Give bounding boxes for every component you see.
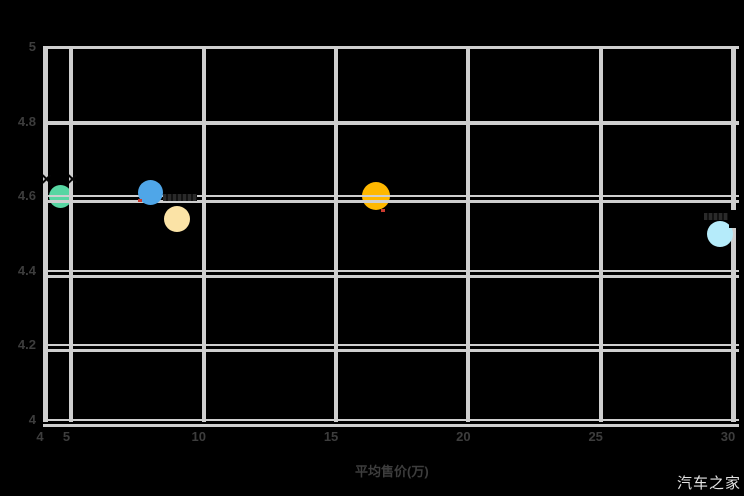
gridline-horizontal-thin <box>43 195 739 198</box>
plot-border-vertical <box>730 47 736 422</box>
y-axis-tick-label: 4 <box>28 412 36 427</box>
x-axis-tick-label: 10 <box>191 429 206 444</box>
data-point-2[interactable] <box>138 179 164 205</box>
data-point-5[interactable] <box>706 220 733 247</box>
x-axis-tick-label: 30 <box>720 429 736 444</box>
gridline-vertical <box>598 47 603 422</box>
gridline-horizontal-thin <box>43 419 739 421</box>
border-gap-mark <box>729 210 740 228</box>
watermark-autohome: 汽车之家 <box>676 475 741 492</box>
gridline-vertical <box>334 47 339 422</box>
gridline-vertical <box>466 47 471 422</box>
x-axis-tick-label: 5 <box>62 429 71 444</box>
break-cross-mark <box>41 173 52 184</box>
gridline-horizontal <box>43 120 739 125</box>
y-axis-tick-label: 4.2 <box>17 337 36 353</box>
gridline-horizontal-thick <box>43 274 739 278</box>
y-axis-tick-label: 5 <box>28 39 36 54</box>
gridline-horizontal-thick <box>43 424 739 427</box>
obscured-data-label <box>704 213 728 220</box>
gridline-vertical <box>201 47 206 422</box>
x-axis-tick-label: 15 <box>323 429 339 444</box>
y-axis-tick-label: 4.6 <box>17 188 36 204</box>
plot-border-vertical <box>42 47 48 422</box>
gridline-horizontal-thick <box>43 349 739 353</box>
red-dot-mark <box>381 209 385 212</box>
gridline-horizontal-thick <box>43 200 739 204</box>
y-axis-tick-label: 4.8 <box>17 113 36 129</box>
y-axis-tick-label: 4.4 <box>17 262 36 278</box>
gridline-horizontal-thin <box>43 344 739 347</box>
data-point-3[interactable] <box>164 205 191 232</box>
x-axis-tick-label: 25 <box>588 429 603 444</box>
gridline-vertical <box>69 47 74 422</box>
x-axis-tick-label: 20 <box>456 429 471 444</box>
obscured-data-label <box>163 194 197 201</box>
gridline-horizontal-thin <box>43 269 739 272</box>
x-axis-tick-label: 4 <box>36 429 44 444</box>
plot-border-top <box>43 46 739 49</box>
x-axis-title: 平均售价(万) <box>355 464 429 479</box>
red-dot-mark <box>138 199 142 202</box>
break-cross-mark <box>67 173 78 184</box>
